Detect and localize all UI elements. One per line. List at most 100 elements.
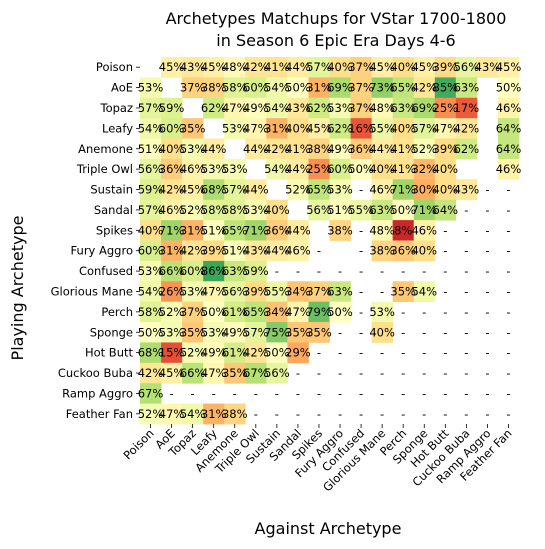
heatmap-cell-label: - [191,386,195,400]
heatmap-cell-label: 38% [327,223,353,237]
heatmap-cell [245,57,267,78]
heatmap-cell-label: - [464,346,468,360]
heatmap-cell-label: 71% [159,223,185,237]
heatmap-cell-label: 73% [369,81,395,95]
heatmap-cell-label: 34% [285,284,311,298]
heatmap-cell-label: 37% [348,60,374,74]
heatmap-cell [329,77,351,99]
heatmap-cell-label: - [464,284,468,298]
heatmap-cell-label: 40% [285,121,311,135]
heatmap-cell-label: - [233,386,237,400]
heatmap-cell [287,240,309,262]
heatmap-cell-label: 47% [222,101,248,115]
heatmap-cell-label: 54% [138,284,164,298]
heatmap-cell-label: 65% [243,305,269,319]
heatmap-cell-label: 54% [411,284,437,298]
heatmap-cell [350,77,373,99]
heatmap-cell [140,403,162,425]
heatmap-cell [266,77,288,99]
heatmap-cell-label: 43% [285,101,311,115]
heatmap-cell-label: - [422,305,426,319]
heatmap-cell-label: 41% [285,142,311,156]
heatmap-cell-label: - [485,284,489,298]
y-tick-label: Hot Butt [85,346,134,360]
heatmap-cell-label: 48% [222,60,248,74]
heatmap-cell-label: - [359,244,363,258]
heatmap-cell-label: - [380,284,384,298]
heatmap-cell-label: 64% [496,142,522,156]
heatmap-cell-label: 38% [306,142,332,156]
heatmap-cell [308,77,330,99]
heatmap-cell [203,240,225,262]
heatmap-cell [371,118,394,139]
heatmap-cell-label: 55% [369,121,395,135]
heatmap-cell-label: 45% [411,60,437,74]
heatmap-cell [371,301,394,323]
heatmap-cell-label: 25% [306,162,332,176]
heatmap-cell [413,118,436,139]
heatmap-cell-label: - [296,366,300,380]
heatmap-cell-label: 62% [327,121,353,135]
heatmap-cell [182,260,204,282]
heatmap-cell-label: 39% [243,284,269,298]
heatmap-cell [203,260,225,282]
heatmap-cell-label: - [317,407,321,421]
heatmap-cell [182,301,204,323]
heatmap-cell [161,322,183,343]
heatmap-cell-label: 60% [243,81,269,95]
heatmap-cell [287,342,309,364]
heatmap-cell-label: 63% [369,203,395,217]
heatmap-cell-label: 58% [222,81,248,95]
heatmap-cell [161,158,183,180]
heatmap-cells [140,57,520,425]
heatmap-cell-label: - [338,346,342,360]
heatmap-cell [224,301,246,323]
heatmap-cell-label: - [464,407,468,421]
heatmap-cell [266,220,288,241]
heatmap-cell [455,138,478,160]
heatmap-cell [497,77,520,99]
heatmap-cell-label: 63% [327,284,353,298]
heatmap-cell-label: 36% [264,223,290,237]
heatmap-cell [497,57,520,78]
heatmap-cell-label: 52% [138,407,164,421]
heatmap-cell [203,138,225,160]
heatmap-cell-label: - [380,346,384,360]
heatmap-cell [371,57,394,78]
heatmap-cell-label: 40% [433,183,459,197]
heatmap-cell [140,158,162,180]
heatmap-cell-label: 55% [264,284,290,298]
y-tick-label: Ramp Aggro [62,386,133,400]
heatmap-cell [371,138,394,160]
heatmap-cell-label: - [464,386,468,400]
heatmap-cell-label: - [401,325,405,339]
heatmap-cell-label: 64% [496,121,522,135]
heatmap-cell-label: 40% [411,244,437,258]
heatmap-cell [329,158,351,180]
heatmap-cell [203,403,225,425]
heatmap-cell-label: 37% [180,305,206,319]
heatmap-cell-label: - [401,366,405,380]
heatmap-cell-label: - [506,346,510,360]
heatmap-cell [413,138,436,160]
heatmap-cell-label: 51% [327,203,353,217]
heatmap-cell [266,118,288,139]
heatmap-cell [413,281,436,303]
heatmap-cell [140,383,162,405]
heatmap-cell-label: 40% [390,60,416,74]
heatmap-cell [140,77,162,99]
heatmap-cell-label: 45% [159,366,185,380]
heatmap-cell [287,301,309,323]
heatmap-cell [308,281,330,303]
heatmap-cell-label: 67% [138,386,164,400]
heatmap-cell-label: - [485,386,489,400]
heatmap-cell-label: 62% [454,142,480,156]
heatmap-cell-label: - [401,264,405,278]
heatmap-cell-label: 66% [180,366,206,380]
y-tick-label: Leafy [102,121,133,135]
heatmap-cell [203,158,225,180]
heatmap-cell-label: 47% [159,407,185,421]
heatmap-cell-label: 55% [348,203,374,217]
heatmap-cell [455,77,478,99]
heatmap-cell-label: - [443,407,447,421]
